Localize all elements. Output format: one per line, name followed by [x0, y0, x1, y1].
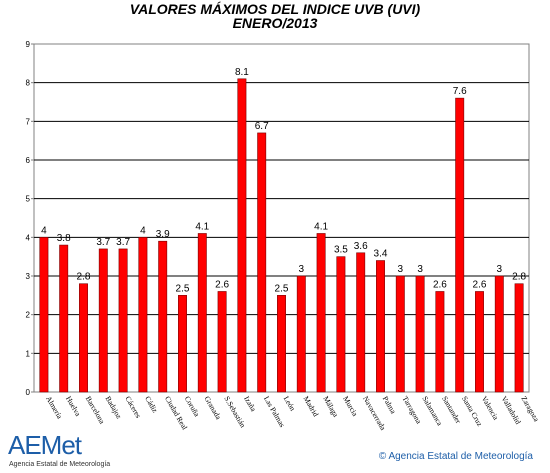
bar-salamanca — [415, 275, 425, 393]
y-tick-label: 3 — [26, 272, 31, 281]
copyright-credit: © Agencia Estatal de Meteorología — [378, 451, 533, 462]
data-label-malaga: 4.1 — [314, 221, 328, 232]
bar-valencia — [475, 291, 484, 393]
bar-cadiz — [138, 237, 148, 393]
data-label-madrid: 3 — [299, 264, 305, 275]
bar-santander — [435, 291, 445, 393]
bar-malaga — [316, 233, 326, 393]
x-tick-label-izana: Izaña — [242, 395, 258, 414]
bar-tarragona — [395, 275, 405, 393]
x-tick-label-huelva: Huelva — [64, 395, 83, 419]
bar-santa-cruz — [455, 97, 465, 393]
data-label-coruna: 2.5 — [176, 283, 190, 294]
x-tick-label-tarragona: Tarragona — [401, 395, 424, 426]
bar-coruna — [178, 295, 187, 393]
x-tick-label-badajoz: Badajoz — [104, 395, 124, 421]
y-axis-ticks: 0 1 2 3 4 5 6 7 8 9 — [26, 40, 34, 397]
x-tick-label-cadiz: Cádiz — [143, 395, 160, 415]
x-tick-label-valladolid: Valladolid — [500, 395, 523, 426]
bar-granada — [197, 233, 207, 393]
data-label-leon: 2.5 — [275, 283, 289, 294]
y-tick-label: 9 — [26, 40, 31, 49]
x-tick-label-palma: Palma — [381, 395, 399, 416]
bar-madrid — [296, 275, 306, 393]
data-label-santander: 2.6 — [433, 279, 447, 290]
bar-barcelona — [79, 283, 88, 393]
bar-las-palmas — [257, 132, 267, 393]
data-label-navacerrada: 3.6 — [354, 241, 368, 252]
y-tick-label: 1 — [26, 349, 31, 358]
y-tick-label: 7 — [26, 117, 31, 126]
data-label-cadiz: 4 — [140, 225, 146, 236]
x-tick-label-madrid: Madrid — [302, 395, 321, 419]
y-tick-label: 6 — [26, 156, 31, 165]
data-label-badajoz: 3.7 — [96, 237, 110, 248]
data-label-granada: 4.1 — [195, 221, 209, 232]
y-tick-label: 8 — [26, 79, 31, 88]
bar-valladolid — [494, 275, 504, 393]
chart-title: VALORES MÁXIMOS DEL INDICE UVB (UVI) — [130, 1, 421, 17]
aemet-logo: AEMet — [8, 430, 82, 460]
chart-subtitle: ENERO/2013 — [233, 15, 318, 31]
x-tick-label-murcia: Murcia — [341, 395, 360, 419]
x-tick-label-barcelona: Barcelona — [84, 395, 107, 426]
gridlines — [34, 82, 529, 354]
data-label-valencia: 2.6 — [473, 279, 487, 290]
bars — [39, 78, 524, 393]
data-label-barcelona: 2.8 — [77, 272, 91, 283]
data-label-s-sebastian: 2.6 — [215, 279, 229, 290]
data-label-las-palmas: 6.7 — [255, 121, 269, 132]
y-tick-label: 5 — [26, 195, 31, 204]
data-label-tarragona: 3 — [398, 264, 404, 275]
data-labels: 4 3.8 2.8 3.7 3.7 4 3.9 2.5 4.1 2.6 8.1 6.7 2.5 3 4.1 3… — [41, 67, 526, 295]
data-label-caceres: 3.7 — [116, 237, 130, 248]
data-label-murcia: 3.5 — [334, 245, 348, 256]
bar-huelva — [59, 244, 69, 393]
x-tick-label-malaga: Málaga — [321, 395, 340, 420]
y-tick-label: 0 — [26, 388, 31, 397]
bar-zaragoza — [514, 283, 524, 393]
x-tick-label-leon: León — [282, 395, 298, 413]
y-tick-label: 4 — [26, 233, 31, 242]
data-label-almeria: 4 — [41, 225, 47, 236]
aemet-logo-subtitle: Agencia Estatal de Meteorología — [9, 461, 111, 468]
bar-leon — [277, 295, 286, 393]
y-tick-label: 2 — [26, 311, 31, 320]
data-label-salamanca: 3 — [417, 264, 423, 275]
x-tick-label-almeria: Almería — [44, 395, 64, 421]
data-label-zaragoza: 2.8 — [512, 272, 526, 283]
bar-palma — [376, 260, 385, 393]
bar-s-sebastian — [217, 291, 227, 393]
data-label-ciudad-real: 3.9 — [156, 229, 170, 240]
data-label-huelva: 3.8 — [57, 233, 71, 244]
bar-murcia — [336, 256, 346, 393]
data-label-izana: 8.1 — [235, 67, 249, 78]
bar-izana — [237, 78, 247, 393]
x-tick-label-valencia: Valencia — [480, 395, 501, 422]
bar-caceres — [118, 248, 128, 393]
x-tick-label-granada: Granada — [203, 395, 224, 422]
bar-almeria — [39, 237, 49, 393]
data-label-santa-cruz: 7.6 — [453, 86, 467, 97]
data-label-palma: 3.4 — [374, 249, 388, 260]
bar-ciudad-real — [158, 240, 168, 393]
bar-badajoz — [98, 248, 108, 393]
x-tick-label-caceres: Cáceres — [123, 395, 143, 420]
x-tick-label-coruna: Coruña — [183, 395, 202, 419]
bar-navacerrada — [356, 252, 366, 393]
data-label-valladolid: 3 — [497, 264, 503, 275]
